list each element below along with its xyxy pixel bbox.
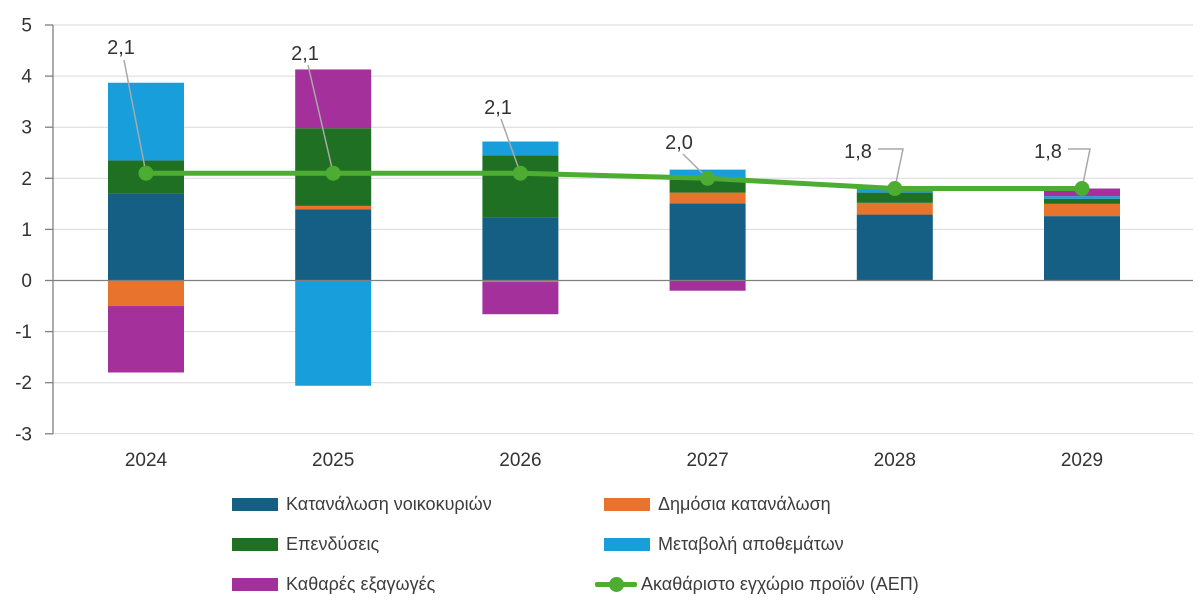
legend-item-inventories: Μεταβολή αποθεμάτων xyxy=(604,531,919,557)
bar-segment xyxy=(295,280,372,386)
legend-item-net-exports: Καθαρές εξαγωγές xyxy=(232,571,604,597)
net-exports-swatch xyxy=(232,577,278,591)
bar-segment xyxy=(1044,203,1120,217)
bar-segment xyxy=(482,280,559,283)
y-tick-label: 0 xyxy=(21,271,32,292)
legend-label-gdp: Ακαθάριστο εγχώριο προϊόν (ΑΕΠ) xyxy=(641,574,919,594)
y-gridlines xyxy=(53,24,1193,435)
bar-segment xyxy=(669,203,746,281)
bar-segment xyxy=(856,202,933,215)
legend-item-household-consumption: Κατανάλωση νοικοκυριών xyxy=(232,491,604,517)
callout-leader xyxy=(307,64,334,174)
legend-label-inventories: Μεταβολή αποθεμάτων xyxy=(658,534,844,554)
stacked-bars xyxy=(108,69,1120,386)
y-tick-label: 2 xyxy=(21,169,32,190)
bar-segment xyxy=(295,69,372,129)
gdp-marker-dot xyxy=(512,165,528,181)
gdp-data-label: 2,0 xyxy=(665,132,693,154)
bar-segment xyxy=(1044,198,1120,204)
callout-leader xyxy=(1068,148,1091,189)
bar-segment xyxy=(482,282,559,315)
household-consumption-swatch xyxy=(232,497,278,511)
bar-segment xyxy=(669,280,746,291)
y-tick-label: -2 xyxy=(15,373,32,394)
legend-label-investments: Επενδύσεις xyxy=(286,534,380,554)
y-tick-label: -1 xyxy=(15,322,32,343)
gdp-line xyxy=(143,170,1085,192)
bar-segment xyxy=(856,214,933,281)
y-tick-label: 1 xyxy=(21,220,32,241)
gdp-marker-dot xyxy=(138,165,154,181)
gdp-marker-dot xyxy=(887,181,903,197)
x-axis-labels: 2024 2025 2026 2027 2028 2029 xyxy=(125,450,1103,471)
gdp-marker-dot xyxy=(1074,181,1090,197)
gdp-marker-dot xyxy=(700,170,716,186)
bar-segment xyxy=(669,192,746,204)
callout-leader xyxy=(500,118,522,174)
gdp-marker-dot xyxy=(325,165,341,181)
gdp-data-label: 2,1 xyxy=(291,43,319,65)
bar-segment xyxy=(669,179,746,193)
callout-leader-lines xyxy=(123,59,1091,189)
gdp-data-labels: 2,1 2,1 2,1 2,0 1,8 1,8 xyxy=(107,37,1062,163)
x-tick-label: 2024 xyxy=(125,450,168,471)
y-tick-label: -3 xyxy=(15,424,32,445)
public-consumption-swatch xyxy=(604,497,650,511)
gdp-data-label: 2,1 xyxy=(107,37,135,59)
x-tick-label: 2025 xyxy=(312,450,354,471)
bar-segment xyxy=(295,209,372,281)
bar-segment xyxy=(856,192,933,203)
x-tick-label: 2028 xyxy=(874,450,916,471)
y-tick-label: 5 xyxy=(21,16,32,37)
x-tick-label: 2026 xyxy=(499,450,541,471)
gdp-markers xyxy=(138,165,1090,197)
bar-segment xyxy=(482,217,559,281)
gdp-line-symbol xyxy=(595,576,637,592)
x-tick-label: 2029 xyxy=(1061,450,1103,471)
legend-label-household-consumption: Κατανάλωση νοικοκυριών xyxy=(286,494,492,514)
bar-segment xyxy=(482,141,559,156)
legend-item-investments: Επενδύσεις xyxy=(232,531,604,557)
bar-segment xyxy=(1044,216,1120,281)
bar-segment xyxy=(108,280,184,307)
bar-segment xyxy=(295,205,372,210)
y-tick-label: 3 xyxy=(21,118,32,139)
inventories-swatch xyxy=(604,537,650,551)
legend-label-net-exports: Καθαρές εξαγωγές xyxy=(286,574,436,594)
legend-item-public-consumption: Δημόσια κατανάλωση xyxy=(604,491,919,517)
callout-leader xyxy=(123,59,147,174)
investments-swatch xyxy=(232,537,278,551)
legend-label-public-consumption: Δημόσια κατανάλωση xyxy=(658,494,831,514)
y-tick-label: 4 xyxy=(21,67,32,88)
legend-item-gdp: Ακαθάριστο εγχώριο προϊόν (ΑΕΠ) xyxy=(595,571,919,597)
bar-segment xyxy=(108,82,184,161)
bar-segment xyxy=(108,306,184,373)
bar-segment xyxy=(1044,196,1120,199)
y-axis: 5 4 3 2 1 0 -1 -2 -3 xyxy=(15,16,54,445)
bar-segment xyxy=(482,155,559,218)
gdp-data-label: 1,8 xyxy=(844,141,872,163)
chart-legend: Κατανάλωση νοικοκυριών Δημόσια κατανάλωσ… xyxy=(232,491,919,597)
gdp-data-label: 1,8 xyxy=(1034,141,1062,163)
gdp-data-label: 2,1 xyxy=(484,97,512,119)
x-tick-label: 2027 xyxy=(686,450,728,471)
callout-leader xyxy=(878,148,904,189)
bar-segment xyxy=(108,193,184,281)
